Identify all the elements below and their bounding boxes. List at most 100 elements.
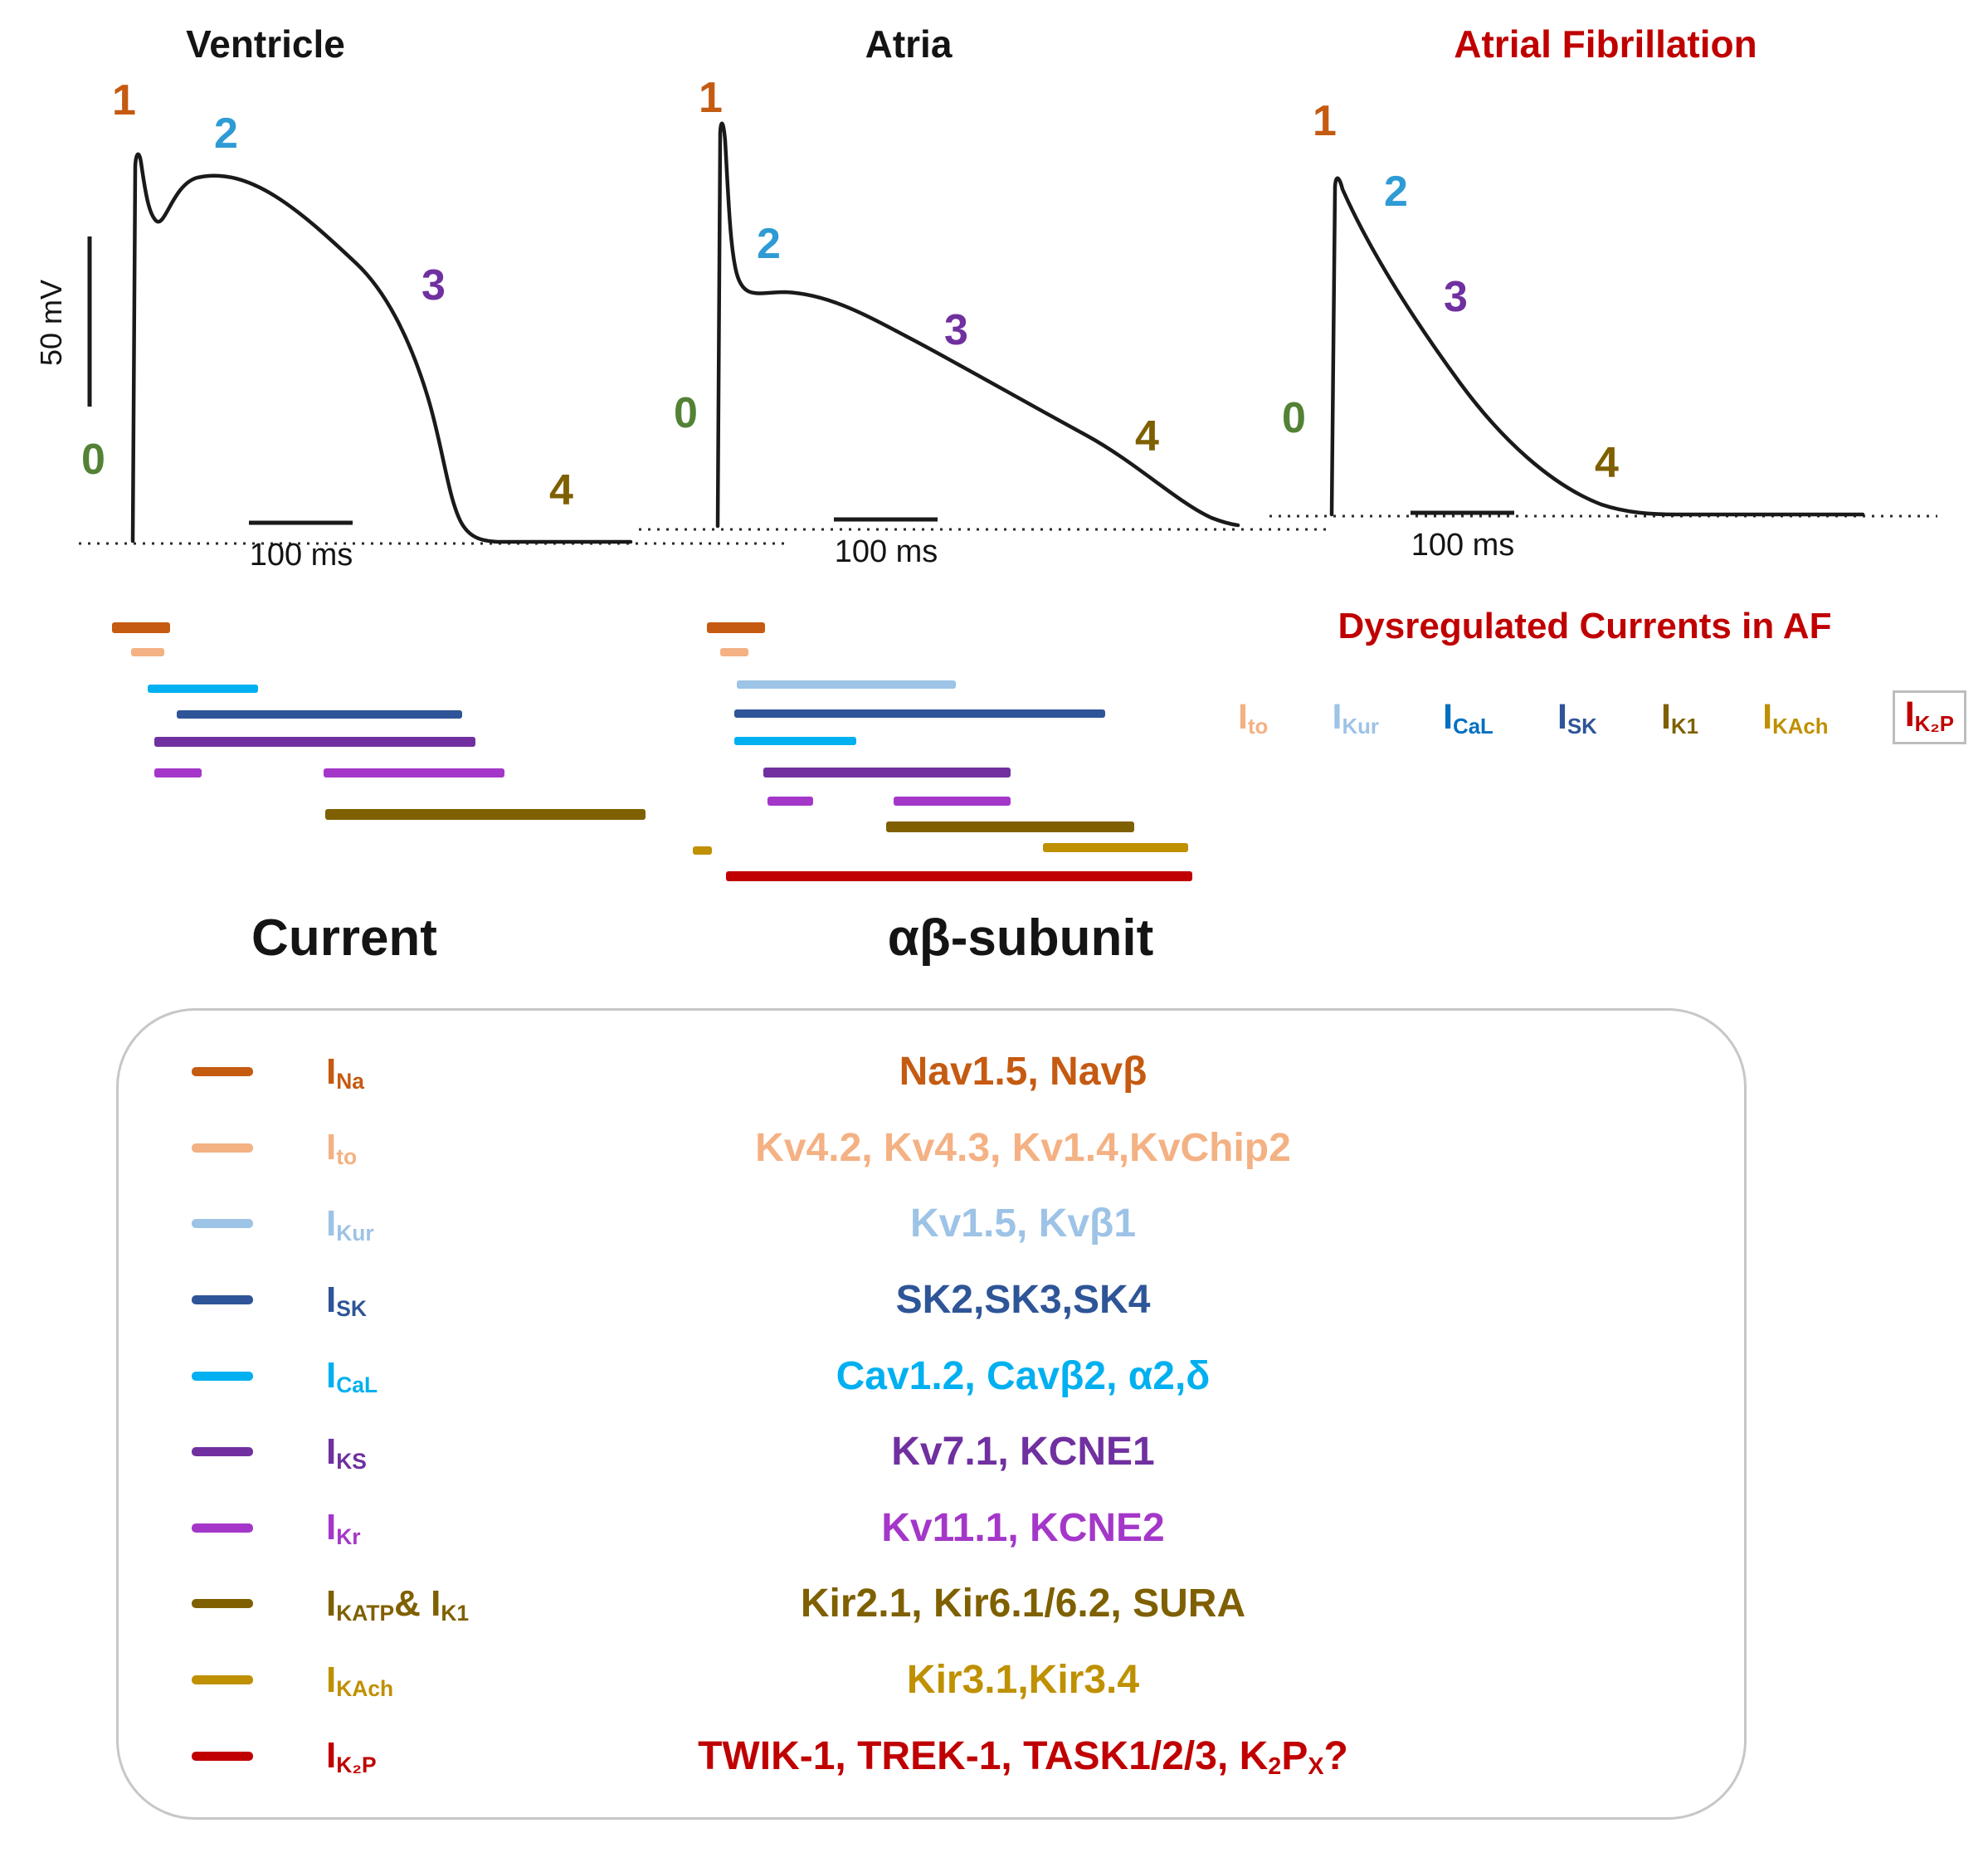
dysregulated-title: Dysregulated Currents in AF	[1338, 606, 1832, 646]
atria-time-scale-label: 100 ms	[834, 534, 938, 569]
subunit-label: Kir3.1,Kir3.4	[906, 1658, 1140, 1703]
af-trace	[1329, 176, 1865, 517]
table-header-current: Current	[251, 909, 437, 967]
af-phase-1: 1	[1313, 97, 1337, 145]
table-row-ical: ICaL Cav1.2, Cavβ2, α2,δ	[119, 1353, 1744, 1399]
current-color-swatch	[192, 1067, 253, 1077]
table-row-ito: Ito Kv4.2, Kv4.3, Kv1.4,KvChip2	[119, 1125, 1744, 1171]
af-phase-0: 0	[1282, 394, 1306, 442]
subunit-label: SK2,SK3,SK4	[895, 1278, 1151, 1323]
atria-bar-ito	[720, 648, 748, 656]
atria-bar-ikach-late	[1043, 843, 1188, 852]
table-row-ikr: IKr Kv11.1, KCNE2	[119, 1505, 1744, 1551]
atria-trace	[715, 121, 1240, 529]
swatch-cell	[119, 1219, 326, 1229]
subunit-label: Nav1.5, Navβ	[899, 1050, 1147, 1094]
table-row-ikatp-ik1: IKATP& IK1 Kir2.1, Kir6.1/6.2, SURA	[119, 1581, 1744, 1626]
atria-bar-isk	[734, 709, 1105, 718]
subunit-label: Kir2.1, Kir6.1/6.2, SURA	[800, 1582, 1246, 1626]
atria-phase-2: 2	[757, 220, 781, 268]
ventricle-trace	[130, 152, 633, 544]
atria-phase-0: 0	[674, 389, 698, 437]
current-color-swatch	[192, 1371, 253, 1381]
atria-bar-ikur	[737, 680, 956, 689]
atria-phase-4: 4	[1135, 412, 1159, 461]
atria-phase-3: 3	[944, 306, 968, 354]
subunit-label: TWIK-1, TREK-1, TASK1/2/3, K2PX?	[698, 1733, 1348, 1780]
atria-bar-ina	[707, 622, 765, 633]
swatch-cell	[119, 1599, 326, 1609]
table-row-ikach: IKAch Kir3.1,Kir3.4	[119, 1657, 1744, 1703]
table-row-ik2p: IK₂P TWIK-1, TREK-1, TASK1/2/3, K2PX?	[119, 1733, 1744, 1779]
ventricle-bar-isk	[177, 710, 462, 719]
current-subunit-table: INa Nav1.5, Navβ Ito Kv4.2, Kv4.3, Kv1.4…	[116, 1008, 1747, 1820]
current-label: ISK	[326, 1279, 367, 1322]
ventricle-phase-2: 2	[214, 110, 238, 158]
atria-bar-ik1	[886, 821, 1134, 832]
table-row-isk: ISK SK2,SK3,SK4	[119, 1277, 1744, 1323]
swatch-cell	[119, 1447, 326, 1457]
ventricle-phase-3: 3	[421, 261, 446, 310]
dys-current-ical: ICaL	[1443, 697, 1493, 739]
atria-bar-iks	[763, 768, 1011, 778]
af-time-scale-label: 100 ms	[1411, 528, 1515, 563]
current-color-swatch	[192, 1675, 253, 1685]
ventricle-bar-iks	[154, 737, 475, 747]
swatch-cell	[119, 1143, 326, 1153]
ventricle-phase-1: 1	[112, 76, 136, 124]
current-color-swatch	[192, 1143, 253, 1153]
ventricle-time-scale-label: 100 ms	[249, 538, 353, 573]
af-phase-2: 2	[1384, 168, 1408, 216]
dys-current-ik2p: IK₂P	[1892, 690, 1966, 744]
swatch-cell	[119, 1523, 326, 1533]
current-label: IKAch	[326, 1659, 394, 1702]
swatch-cell	[119, 1067, 326, 1077]
atria-bar-ikr-late	[894, 797, 1011, 806]
current-label: ICaL	[326, 1355, 378, 1397]
atria-phase-1: 1	[699, 74, 723, 122]
dys-current-ikur: IKur	[1332, 697, 1379, 739]
current-color-swatch	[192, 1219, 253, 1229]
subunit-label: Kv4.2, Kv4.3, Kv1.4,KvChip2	[755, 1125, 1291, 1170]
dys-current-ito: Ito	[1238, 697, 1269, 739]
current-label: INa	[326, 1050, 364, 1094]
panel-title-atrial-fibrillation: Atrial Fibrillation	[1454, 22, 1757, 66]
action-potential-traces	[79, 121, 1937, 545]
swatch-cell	[119, 1675, 326, 1685]
ventricle-bar-ik1	[325, 809, 646, 820]
current-label: IKS	[326, 1431, 367, 1474]
current-label: Ito	[326, 1127, 358, 1170]
af-phase-3: 3	[1444, 273, 1468, 321]
dys-current-isk: ISK	[1557, 697, 1597, 739]
swatch-cell	[119, 1295, 326, 1305]
swatch-cell	[119, 1751, 326, 1761]
dys-current-ikach: IKAch	[1762, 697, 1829, 739]
atria-bar-ikach-early	[693, 846, 712, 855]
af-phase-4: 4	[1595, 439, 1619, 487]
current-label: IK₂P	[326, 1735, 377, 1777]
table-row-iks: IKS Kv7.1, KCNE1	[119, 1429, 1744, 1475]
ventricle-bar-ina	[112, 622, 170, 633]
dys-current-ik1: IK1	[1661, 697, 1698, 739]
table-row-ina: INa Nav1.5, Navβ	[119, 1049, 1744, 1094]
ventricle-phase-0: 0	[81, 436, 105, 484]
atria-bar-ik2p	[726, 871, 1192, 881]
current-color-swatch	[192, 1599, 253, 1609]
current-color-swatch	[192, 1447, 253, 1457]
current-color-swatch	[192, 1295, 253, 1305]
dysregulated-currents-list: Ito IKur ICaL ISK IK1 IKAch IK₂P	[1238, 690, 1966, 744]
atria-bar-ical	[734, 737, 856, 745]
ventricle-bar-ito	[131, 648, 164, 656]
voltage-scale-label: 50 mV	[34, 279, 68, 367]
swatch-cell	[119, 1371, 326, 1381]
ventricle-bar-ikr-late	[324, 768, 504, 778]
subunit-label: Kv1.5, Kvβ1	[909, 1202, 1137, 1246]
atria-bar-ikr-early	[767, 797, 813, 806]
table-header-subunit: αβ-subunit	[887, 909, 1154, 967]
ventricle-bar-ical	[148, 685, 258, 693]
ventricle-phase-4: 4	[549, 466, 573, 514]
current-label: IKr	[326, 1507, 361, 1550]
panel-title-ventricle: Ventricle	[186, 22, 345, 66]
current-label: IKATP& IK1	[326, 1582, 470, 1626]
